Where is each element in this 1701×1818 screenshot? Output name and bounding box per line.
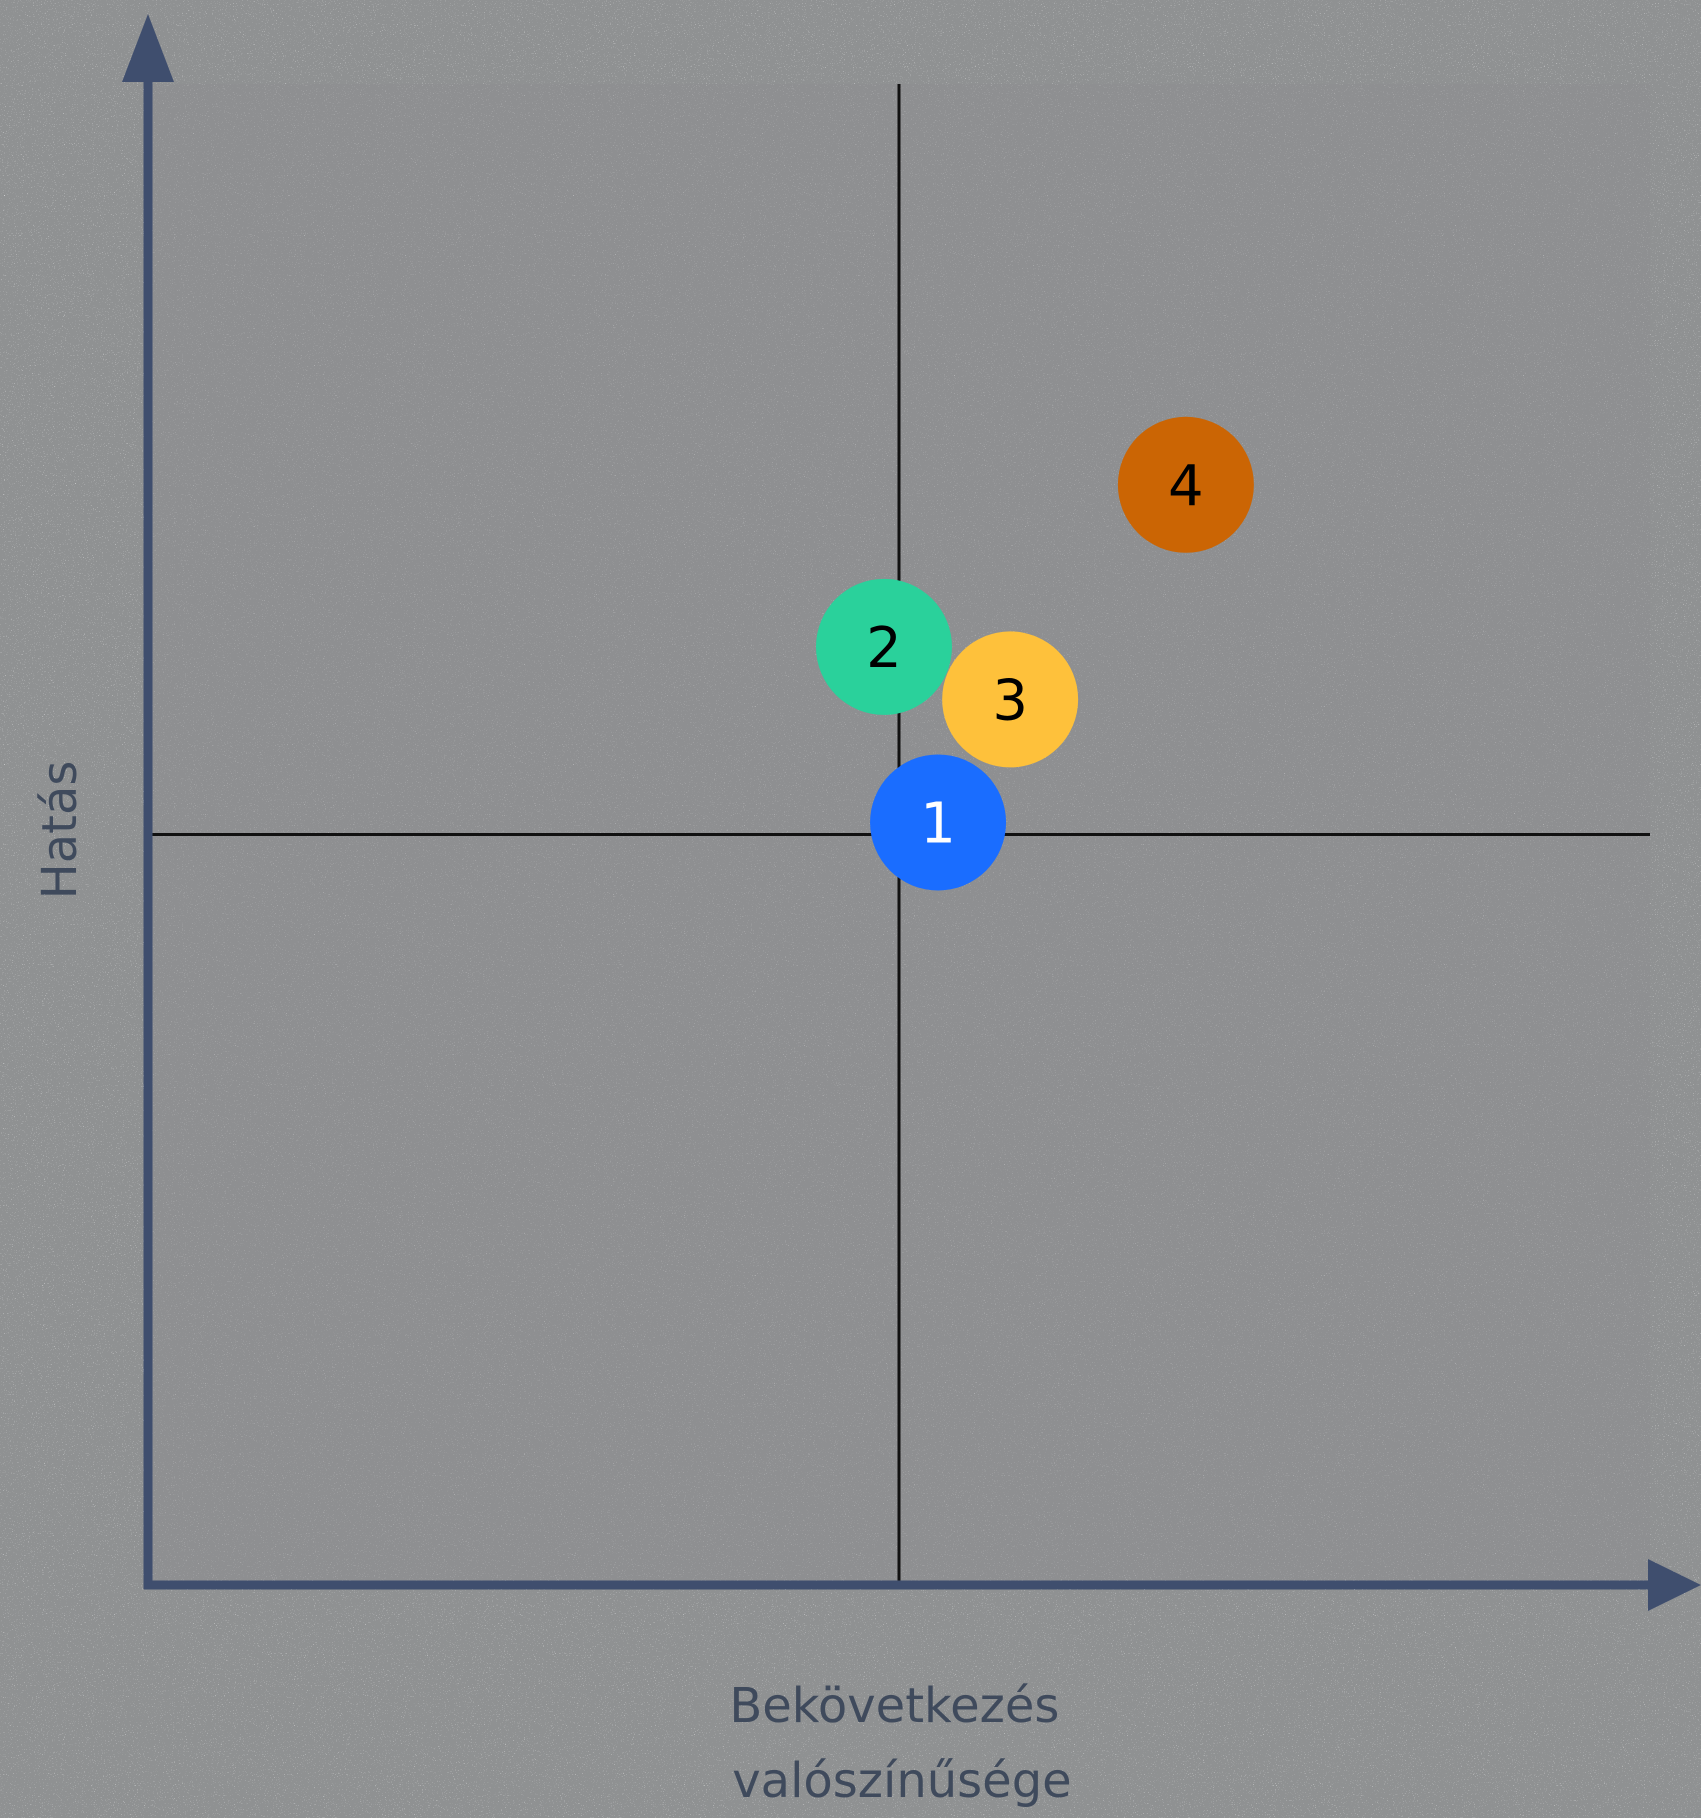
data-point-3: 3 — [942, 631, 1079, 768]
data-point-label-1: 1 — [920, 791, 956, 856]
data-point-marker-3 — [942, 631, 1079, 768]
data-point-label-4: 4 — [1168, 454, 1204, 519]
x-axis-title: Bekövetkezés valószínűsége — [729, 1678, 1074, 1809]
data-point-1: 1 — [870, 754, 1007, 891]
x-axis-arrow — [1648, 1559, 1701, 1611]
data-point-label-2: 2 — [866, 616, 902, 681]
x-axis-title-line-1: Bekövetkezés — [729, 1678, 1059, 1734]
data-point-2: 2 — [815, 578, 952, 715]
data-point-4: 4 — [1117, 416, 1254, 553]
data-points: 1 2 3 4 — [815, 416, 1254, 891]
data-point-marker-4 — [1117, 416, 1254, 553]
data-point-marker-1 — [870, 754, 1007, 891]
y-axis-title: Hatás — [32, 761, 88, 900]
y-axis-arrow — [122, 14, 174, 82]
data-point-label-3: 3 — [992, 668, 1028, 733]
data-point-marker-2 — [815, 578, 952, 715]
x-axis-title-line-2: valószínűsége — [732, 1753, 1071, 1809]
